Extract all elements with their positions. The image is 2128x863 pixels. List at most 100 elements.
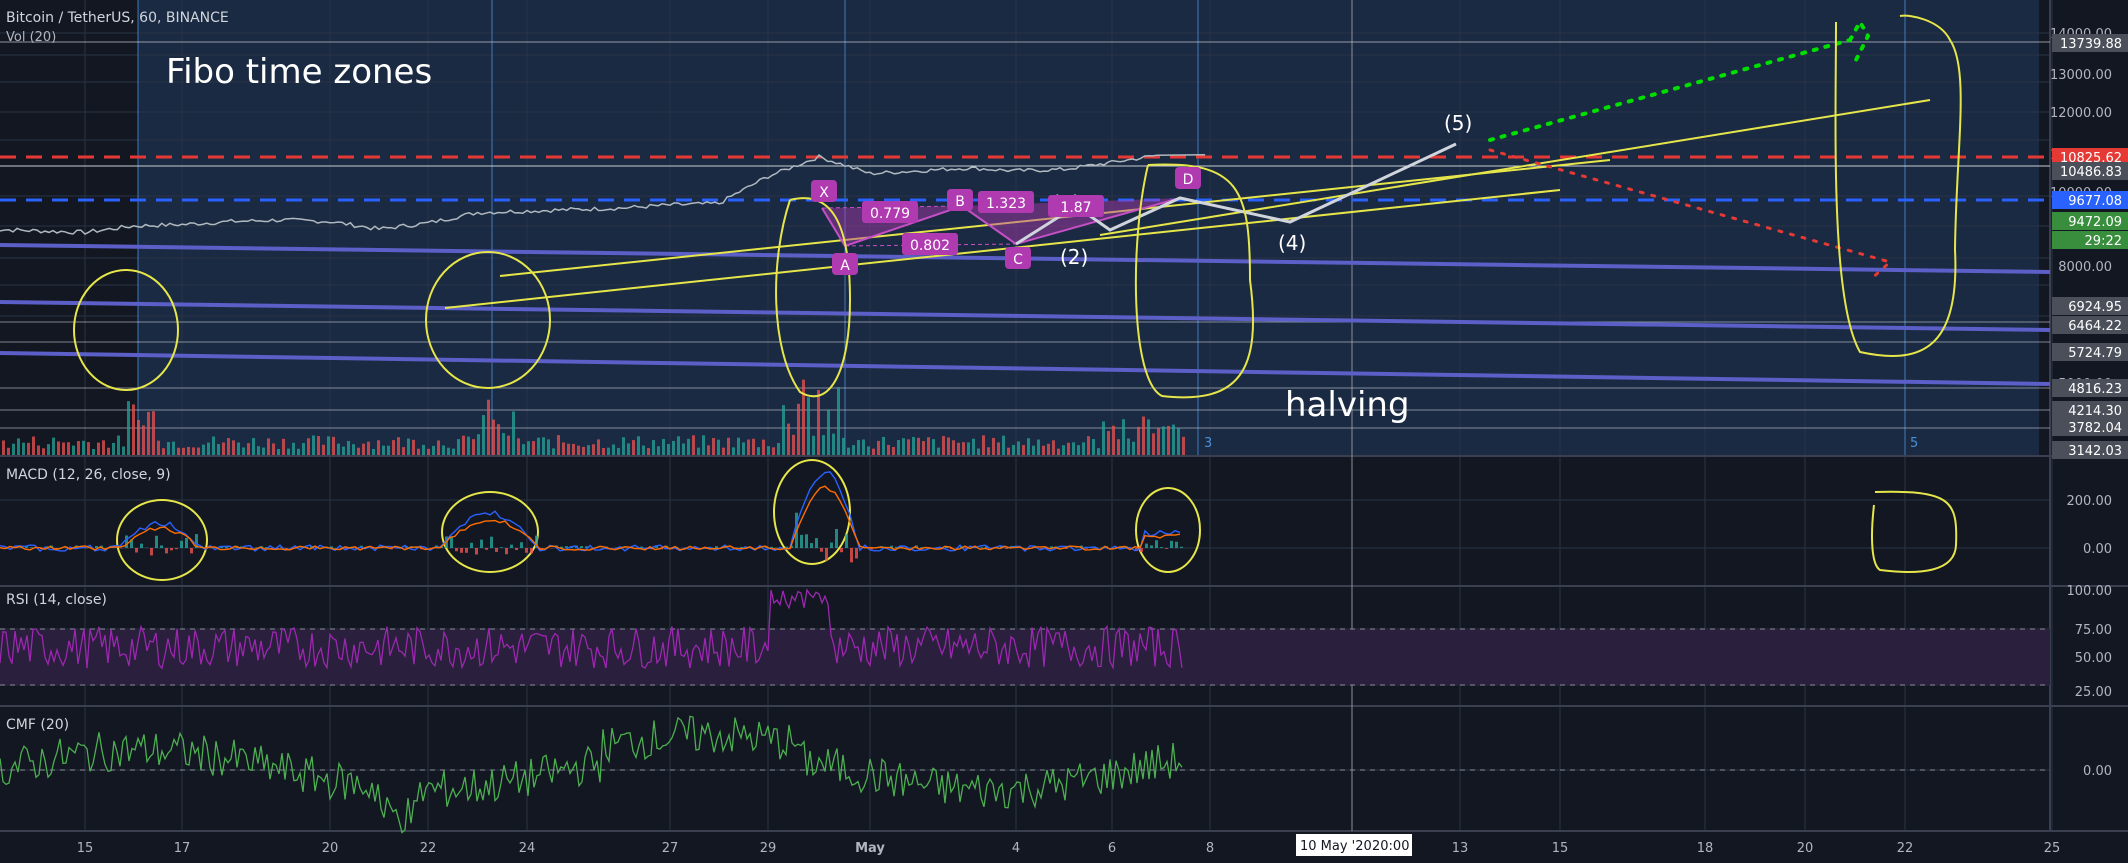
time-axis[interactable]: 15 17 20 22 24 27 29 May 4 6 8 13 15 18 20 22 25 bbox=[77, 841, 2061, 856]
volume-bar bbox=[77, 441, 80, 455]
volume-bar bbox=[822, 435, 825, 455]
macd-histogram-bar bbox=[500, 547, 503, 548]
volume-bar bbox=[1007, 447, 1010, 455]
price-label-box bbox=[2052, 148, 2128, 166]
volume-bar bbox=[942, 436, 945, 455]
volume-bar bbox=[537, 437, 540, 455]
volume-bar bbox=[297, 448, 300, 455]
volume-bar bbox=[327, 436, 330, 455]
volume-bar bbox=[877, 440, 880, 455]
volume-bar bbox=[1172, 424, 1175, 455]
volume-bar bbox=[367, 441, 370, 455]
macd-histogram-bar bbox=[715, 546, 718, 548]
macd-histogram-bar bbox=[770, 546, 773, 548]
volume-bar bbox=[1157, 428, 1160, 455]
rsi-tick: 75.00 bbox=[2075, 623, 2112, 638]
price-label: 5724.79 bbox=[2068, 346, 2122, 361]
volume-bar bbox=[872, 448, 875, 455]
macd-histogram-bar bbox=[170, 548, 173, 551]
volume-bar bbox=[32, 436, 35, 455]
volume-bar bbox=[792, 434, 795, 455]
volume-bar bbox=[867, 446, 870, 455]
price-axis[interactable]: 14000.0013000.0012000.0011000.0010000.00… bbox=[2050, 27, 2128, 459]
volume-bar bbox=[467, 436, 470, 455]
volume-bar bbox=[232, 440, 235, 455]
bullish-projection bbox=[1488, 38, 1852, 142]
volume-bar bbox=[637, 436, 640, 455]
wave-label: (2) bbox=[1060, 245, 1088, 269]
macd-histogram-bar bbox=[390, 548, 393, 550]
macd-histogram-bar bbox=[980, 547, 983, 548]
time-tick: 22 bbox=[420, 841, 437, 856]
volume-bar bbox=[247, 443, 250, 455]
harmonic-ratio-label: 0.779 bbox=[870, 206, 910, 222]
cmf-tick: 0.00 bbox=[2083, 764, 2112, 779]
volume-bar bbox=[1167, 425, 1170, 455]
macd-histogram-bar bbox=[740, 546, 743, 548]
volume-bar bbox=[1122, 419, 1125, 455]
volume-bar bbox=[337, 443, 340, 455]
volume-bar bbox=[452, 448, 455, 455]
volume-bar bbox=[1097, 448, 1100, 455]
volume-bar bbox=[532, 441, 535, 455]
volume-bar bbox=[1147, 419, 1150, 455]
macd-histogram-bar bbox=[785, 546, 788, 548]
price-label-box bbox=[2052, 379, 2128, 397]
volume-bar bbox=[567, 443, 570, 455]
macd-histogram-bar bbox=[480, 539, 483, 548]
macd-histogram-bar bbox=[1175, 541, 1178, 548]
macd-histogram-bar bbox=[540, 548, 543, 549]
price-label-box bbox=[2052, 34, 2128, 52]
halving-label: halving bbox=[1285, 385, 1410, 425]
time-tick: 27 bbox=[662, 841, 679, 856]
volume-bar bbox=[1142, 416, 1145, 455]
volume-bar bbox=[832, 433, 835, 455]
volume-bar bbox=[1177, 427, 1180, 455]
volume-bar bbox=[717, 439, 720, 455]
volume-bar bbox=[602, 448, 605, 455]
volume-bar bbox=[262, 447, 265, 455]
macd-histogram-bar bbox=[130, 539, 133, 548]
macd-histogram-bar bbox=[185, 537, 188, 548]
volume-bar bbox=[927, 437, 930, 455]
volume-bar bbox=[27, 442, 30, 455]
time-tick: May bbox=[855, 841, 885, 856]
macd-histogram-bar bbox=[465, 548, 468, 553]
macd-histogram-bar bbox=[190, 548, 193, 554]
volume-bar bbox=[412, 439, 415, 455]
price-label: 29:22 bbox=[2085, 234, 2122, 249]
volume-bar bbox=[392, 440, 395, 455]
macd-histogram-bar bbox=[580, 546, 583, 548]
volume-bar bbox=[587, 445, 590, 455]
volume-bar bbox=[662, 439, 665, 455]
volume-bar bbox=[1117, 439, 1120, 455]
volume-bar bbox=[1067, 442, 1070, 455]
volume-bar bbox=[1017, 441, 1020, 455]
volume-bar bbox=[1102, 421, 1105, 455]
volume-bar bbox=[402, 447, 405, 455]
macd-histogram-bar bbox=[525, 548, 528, 553]
volume-bar bbox=[237, 442, 240, 455]
volume-bar bbox=[477, 434, 480, 455]
price-label: 9677.08 bbox=[2068, 194, 2122, 209]
volume-bar bbox=[332, 436, 335, 455]
volume-bar bbox=[462, 435, 465, 455]
volume-bar bbox=[102, 440, 105, 455]
volume-bar bbox=[282, 438, 285, 455]
time-tick: 20 bbox=[1797, 841, 1814, 856]
volume-bar bbox=[632, 440, 635, 455]
volume-bar bbox=[562, 442, 565, 455]
time-tick: 25 bbox=[2044, 841, 2061, 856]
volume-bar bbox=[542, 437, 545, 455]
price-label: 10486.83 bbox=[2060, 165, 2122, 180]
macd-histogram-bar bbox=[300, 547, 303, 548]
volume-bar bbox=[962, 442, 965, 455]
volume-bar bbox=[472, 439, 475, 455]
macd-histogram-bar bbox=[520, 542, 523, 548]
macd-line bbox=[0, 471, 1181, 552]
volume-bar bbox=[642, 445, 645, 455]
macd-histogram-bar bbox=[1040, 548, 1043, 549]
volume-bar bbox=[1027, 438, 1030, 455]
